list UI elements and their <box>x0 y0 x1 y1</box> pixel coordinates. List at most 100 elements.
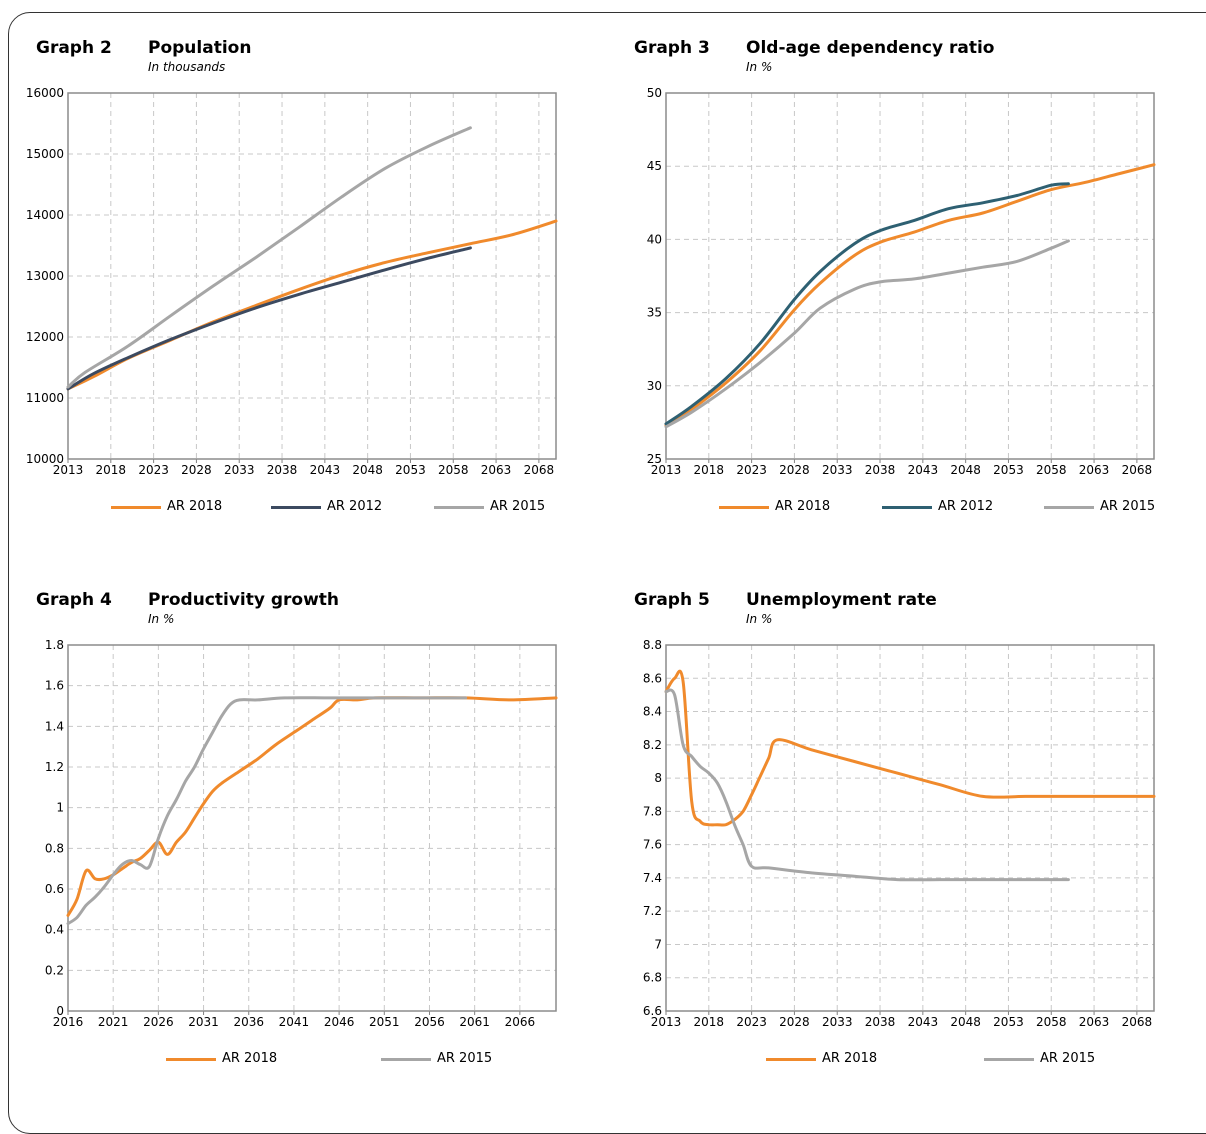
x-tick-label: 2043 <box>908 463 939 477</box>
x-tick-label: 2068 <box>524 463 555 477</box>
plot-frame <box>665 644 1155 1012</box>
y-tick-label: 8.6 <box>643 671 662 685</box>
x-tick-label: 2048 <box>950 463 981 477</box>
y-tick-label: 0.6 <box>45 882 64 896</box>
graph-3-panel: Graph 3 Old-age dependency ratio In % 25… <box>634 38 1206 558</box>
legend-label: AR 2018 <box>167 499 223 514</box>
legend-label: AR 2012 <box>327 499 383 514</box>
y-tick-label: 1.4 <box>45 719 64 733</box>
x-tick-label: 2023 <box>138 463 169 477</box>
y-tick-label: 16000 <box>26 86 64 100</box>
y-tick-label: 1.6 <box>45 679 64 693</box>
y-tick-label: 7.4 <box>643 871 662 885</box>
graph-number: Graph 5 <box>634 590 710 610</box>
y-tick-label: 1.8 <box>45 638 64 652</box>
x-tick-label: 2028 <box>181 463 212 477</box>
x-tick-label: 2036 <box>233 1015 264 1029</box>
y-tick-label: 8.4 <box>643 705 662 719</box>
y-tick-label: 14000 <box>26 208 64 222</box>
x-tick-label: 2063 <box>1079 1015 1110 1029</box>
y-tick-label: 7.8 <box>643 804 662 818</box>
y-tick-label: 7 <box>654 937 662 951</box>
x-tick-label: 2018 <box>694 1015 725 1029</box>
legend-label: AR 2012 <box>938 499 994 514</box>
y-tick-label: 8 <box>654 771 662 785</box>
series-line-ar-2015 <box>664 688 1070 882</box>
chart-legend: AR 2018 AR 2015 <box>36 1050 596 1070</box>
x-tick-label: 2051 <box>369 1015 400 1029</box>
x-tick-label: 2038 <box>865 1015 896 1029</box>
chart-title: Unemployment rate <box>746 590 937 610</box>
x-tick-label: 2033 <box>224 463 255 477</box>
legend-label: AR 2015 <box>1100 499 1156 514</box>
series-line-ar-2015 <box>664 239 1070 429</box>
legend-swatch <box>166 1058 216 1061</box>
y-tick-label: 0.4 <box>45 923 64 937</box>
x-tick-label: 2048 <box>352 463 383 477</box>
x-tick-label: 2061 <box>459 1015 490 1029</box>
x-tick-label: 2046 <box>324 1015 355 1029</box>
y-tick-label: 10000 <box>26 452 64 466</box>
x-tick-label: 2021 <box>98 1015 129 1029</box>
x-tick-label: 2013 <box>53 463 84 477</box>
x-tick-label: 2058 <box>1036 1015 1067 1029</box>
chart-subtitle: In % <box>746 612 773 626</box>
y-tick-label: 12000 <box>26 330 64 344</box>
x-tick-label: 2043 <box>908 1015 939 1029</box>
chart-title: Population <box>148 38 252 58</box>
series-line-ar-2015 <box>66 126 472 389</box>
x-tick-label: 2048 <box>950 1015 981 1029</box>
legend-swatch <box>719 506 769 509</box>
legend-swatch <box>111 506 161 509</box>
graph-number: Graph 2 <box>36 38 112 58</box>
legend-swatch <box>882 506 932 509</box>
x-tick-label: 2053 <box>993 1015 1024 1029</box>
y-tick-label: 8.2 <box>643 738 662 752</box>
series-line-ar-2012 <box>664 182 1070 426</box>
series-line-ar-2012 <box>66 246 472 391</box>
legend-swatch <box>381 1058 431 1061</box>
series-line-ar-2018 <box>66 696 558 917</box>
x-tick-label: 2013 <box>651 463 682 477</box>
chart-subtitle: In thousands <box>148 60 226 74</box>
series-line-ar-2015 <box>66 696 468 926</box>
x-tick-label: 2041 <box>279 1015 310 1029</box>
x-tick-label: 2016 <box>53 1015 84 1029</box>
x-tick-label: 2068 <box>1122 1015 1153 1029</box>
y-tick-label: 0.8 <box>45 841 64 855</box>
y-tick-label: 7.2 <box>643 904 662 918</box>
x-tick-label: 2033 <box>822 463 853 477</box>
y-tick-label: 30 <box>647 379 662 393</box>
old-age-dependency-chart: 25 30 35 40 45 50 2013 2018 2023 2028 2033 2038 2043… <box>647 86 1156 477</box>
x-tick-label: 2033 <box>822 1015 853 1029</box>
graph-number: Graph 3 <box>634 38 710 58</box>
y-tick-label: 35 <box>647 306 662 320</box>
legend-label: AR 2018 <box>822 1051 878 1066</box>
legend-swatch <box>766 1058 816 1061</box>
x-tick-label: 2038 <box>267 463 298 477</box>
y-tick-label: 1 <box>56 801 64 815</box>
unemployment-rate-chart: 6.6 6.8 7 7.2 7.4 7.6 7.8 8 8.2 8.4 8.6 8.8 2013 2018… <box>643 638 1156 1029</box>
legend-swatch <box>434 506 484 509</box>
legend-label: AR 2015 <box>490 499 546 514</box>
y-tick-label: 7.6 <box>643 838 662 852</box>
series-line-ar-2018 <box>664 669 1156 827</box>
y-tick-label: 25 <box>647 452 662 466</box>
x-tick-label: 2018 <box>694 463 725 477</box>
x-tick-label: 2023 <box>736 1015 767 1029</box>
legend-swatch <box>271 506 321 509</box>
chart-title: Productivity growth <box>148 590 340 610</box>
y-tick-label: 11000 <box>26 391 64 405</box>
x-tick-label: 2031 <box>188 1015 219 1029</box>
x-tick-label: 2026 <box>143 1015 174 1029</box>
legend-label: AR 2018 <box>775 499 831 514</box>
x-tick-label: 2063 <box>1079 463 1110 477</box>
chart-legend: AR 2018 AR 2015 <box>634 1050 1194 1070</box>
x-tick-label: 2063 <box>481 463 512 477</box>
x-tick-label: 2066 <box>505 1015 536 1029</box>
y-tick-label: 40 <box>647 232 662 246</box>
y-tick-label: 6.8 <box>643 971 662 985</box>
y-tick-label: 0 <box>56 1004 64 1018</box>
chart-legend: AR 2018 AR 2012 AR 2015 <box>36 498 596 518</box>
y-tick-label: 1.2 <box>45 760 64 774</box>
